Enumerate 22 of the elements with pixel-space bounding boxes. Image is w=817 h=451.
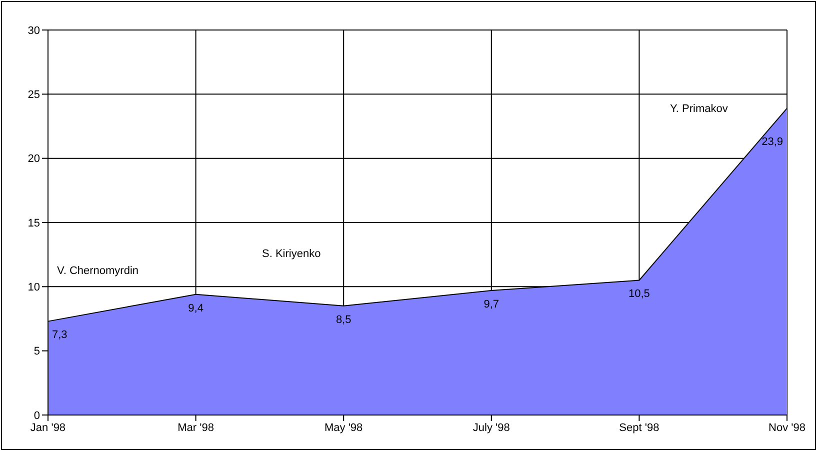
y-tick-label: 25	[28, 89, 40, 102]
x-tick-label: Jan '98	[30, 422, 66, 434]
y-tick-label: 0	[34, 410, 40, 422]
data-label: 7,3	[52, 329, 68, 342]
y-tick-label: 15	[28, 217, 40, 230]
annotation: V. Chernomyrdin	[57, 265, 139, 277]
data-label: 23,9	[762, 136, 783, 148]
x-tick-label: May '98	[324, 422, 363, 434]
data-label: 8,5	[336, 314, 352, 326]
data-label: 10,5	[628, 288, 650, 300]
x-tick-label: Nov '98	[768, 422, 806, 434]
x-tick-label: Sept '98	[619, 422, 660, 434]
data-label: 9,7	[484, 298, 500, 310]
y-tick-label: 5	[34, 346, 40, 358]
x-tick-label: July '98	[472, 422, 510, 434]
annotation: S. Kiriyenko	[262, 248, 321, 260]
y-tick-label: 30	[28, 24, 40, 37]
annotation: Y. Primakov	[670, 103, 728, 115]
y-tick-label: 10	[28, 282, 40, 294]
y-tick-label: 20	[28, 153, 40, 166]
x-tick-label: Mar '98	[178, 422, 214, 434]
data-label: 9,4	[188, 302, 204, 314]
